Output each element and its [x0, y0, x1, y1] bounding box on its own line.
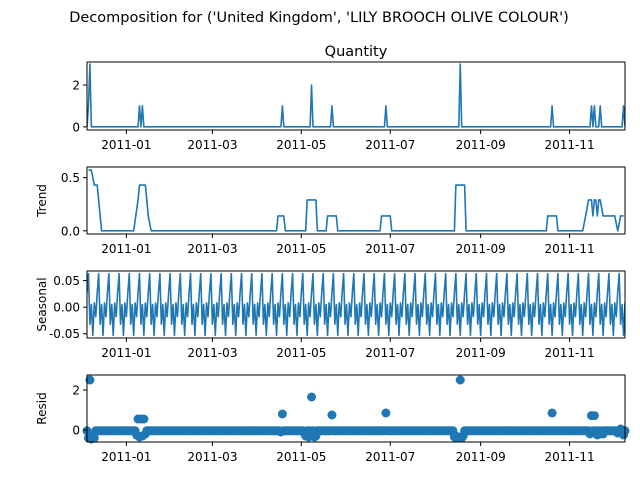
- x-tick-label: 2011-03: [187, 138, 237, 152]
- figure-title: Decomposition for ('United Kingdom', 'LI…: [69, 10, 569, 26]
- panel-3: Seasonal-0.05 0.00 0.05 2011-01 2011-03 2011-…: [35, 270, 626, 360]
- x-tick-label: 2011-07: [365, 242, 415, 256]
- resid-point: [89, 433, 99, 443]
- series-group: [88, 169, 624, 232]
- series-line: [87, 272, 625, 337]
- y-tick-label: 2: [72, 79, 80, 93]
- x-tick-label: 2011-07: [365, 346, 415, 360]
- y-tick-label: 0.00: [53, 301, 80, 315]
- resid-point: [547, 408, 557, 418]
- panel-2: Trend 0.0 0.5 2011-01 2011-03 2011-05 2011-07 2…: [35, 166, 626, 256]
- x-tick-label: 2011-05: [276, 138, 326, 152]
- x-tick-label: 2011-09: [456, 346, 506, 360]
- axes-frame: [86, 166, 626, 235]
- y-tick-label: 0: [72, 424, 80, 438]
- series-group: [87, 63, 625, 128]
- series-group: [87, 272, 625, 337]
- series-line: [88, 169, 624, 232]
- resid-point: [381, 408, 391, 418]
- x-tick-label: 2011-07: [365, 138, 415, 152]
- x-tick-label: 2011-05: [276, 242, 326, 256]
- axes-frame: [86, 270, 626, 339]
- x-tick-label: 2011-05: [276, 346, 326, 360]
- x-tick-label: 2011-03: [187, 242, 237, 256]
- x-tick-label: 2011-01: [101, 346, 151, 360]
- x-tick-label: 2011-11: [545, 450, 595, 464]
- x-tick-label: 2011-03: [187, 450, 237, 464]
- resid-point: [589, 411, 599, 421]
- x-tick-label: 2011-01: [101, 138, 151, 152]
- x-tick-label: 2011-07: [365, 450, 415, 464]
- axes-frame: [86, 374, 626, 443]
- x-tick-label: 2011-11: [545, 242, 595, 256]
- y-tick-label: 0: [72, 120, 80, 134]
- x-tick-label: 2011-03: [187, 346, 237, 360]
- x-tick-label: 2011-11: [545, 138, 595, 152]
- y-axis-label: Resid: [35, 392, 49, 424]
- y-axis-label: Seasonal: [35, 277, 49, 331]
- resid-point: [455, 375, 465, 385]
- series-line: [87, 63, 625, 128]
- y-tick-label: 2: [72, 384, 80, 398]
- resid-point: [277, 409, 287, 419]
- y-tick-label: 0.05: [53, 274, 80, 288]
- resid-point: [327, 410, 337, 420]
- resid-point: [85, 375, 95, 385]
- y-tick-label: 0.5: [61, 171, 80, 185]
- x-tick-label: 2011-09: [456, 138, 506, 152]
- x-tick-label: 2011-05: [276, 450, 326, 464]
- x-tick-label: 2011-09: [456, 242, 506, 256]
- y-tick-label: 0.0: [61, 224, 80, 238]
- resid-point: [307, 392, 317, 402]
- axes-frame: [86, 61, 626, 131]
- panel-1: Quantity 0 2 2011-01 2011-03 2011-05 2011-07 20…: [72, 44, 626, 152]
- x-tick-label: 2011-01: [101, 242, 151, 256]
- y-axis-label: Trend: [35, 184, 49, 218]
- x-tick-label: 2011-09: [456, 450, 506, 464]
- resid-point: [139, 414, 149, 424]
- x-tick-label: 2011-11: [545, 346, 595, 360]
- panel-title: Quantity: [325, 44, 388, 60]
- panel-4: Resid 0 2 2011-01 2011-03 2011-05 2011-07 2011-…: [35, 374, 630, 464]
- x-tick-label: 2011-01: [101, 450, 151, 464]
- y-tick-label: -0.05: [49, 327, 80, 341]
